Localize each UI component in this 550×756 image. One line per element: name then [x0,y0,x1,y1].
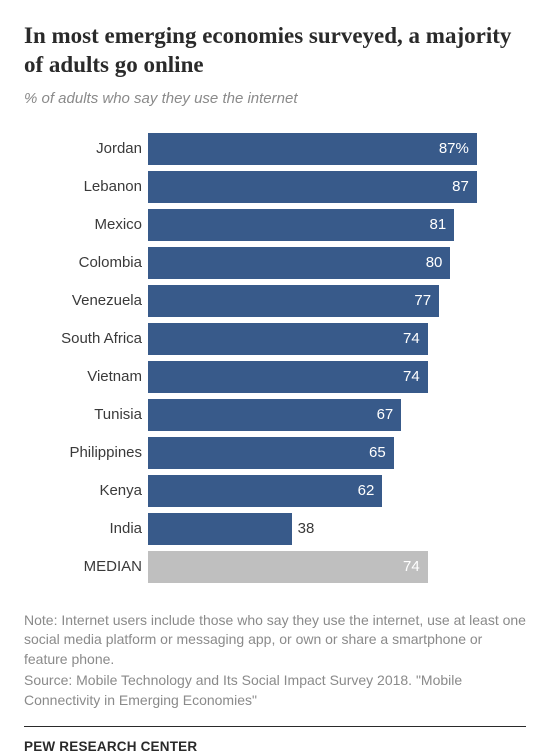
bar-value: 80 [426,254,443,271]
bar-row-median: MEDIAN 74 [24,551,526,583]
footer-divider [24,726,526,727]
bar-fill: 80 [148,247,450,279]
bar-fill: 74 [148,323,428,355]
bar-fill: 67 [148,399,401,431]
bar-track: 77 [148,285,526,317]
bar-value: 87% [439,140,469,157]
bar-row: Lebanon 87 [24,171,526,203]
bar-fill: 87 [148,171,477,203]
bar-label: Venezuela [24,292,148,309]
bar-track: 81 [148,209,526,241]
bar-track: 67 [148,399,526,431]
bar-fill: 65 [148,437,394,469]
bar-label: Kenya [24,482,148,499]
bar-value: 87 [452,178,469,195]
bar-value: 67 [377,406,394,423]
chart-subtitle: % of adults who say they use the interne… [24,90,526,107]
bar-row: Venezuela 77 [24,285,526,317]
bar-chart: Jordan 87% Lebanon 87 Mexico 81 Colombia 80 Vene… [24,133,526,583]
bar-track: 87% [148,133,526,165]
bar-label: Tunisia [24,406,148,423]
bar-fill: 77 [148,285,439,317]
bar-fill: 38 [148,513,292,545]
notes-block: Note: Internet users include those who s… [24,611,526,711]
bar-fill: 74 [148,361,428,393]
bar-label: Jordan [24,140,148,157]
bar-value: 74 [403,330,420,347]
bar-row: Jordan 87% [24,133,526,165]
bar-row: Colombia 80 [24,247,526,279]
bar-track: 65 [148,437,526,469]
bar-fill: 81 [148,209,454,241]
bar-row: India38 [24,513,526,545]
bar-row: Kenya 62 [24,475,526,507]
bar-track: 87 [148,171,526,203]
bar-label: India [24,520,148,537]
bar-value: 62 [358,482,375,499]
bar-row: South Africa 74 [24,323,526,355]
bar-value: 74 [403,558,420,575]
bar-track: 74 [148,323,526,355]
bar-label: Mexico [24,216,148,233]
bar-row: Philippines 65 [24,437,526,469]
bar-label: Lebanon [24,178,148,195]
bar-value: 77 [414,292,431,309]
bar-track: 38 [148,513,526,545]
bar-fill: 74 [148,551,428,583]
bar-track: 74 [148,551,526,583]
bar-row: Mexico 81 [24,209,526,241]
bar-row: Vietnam 74 [24,361,526,393]
note-line: Note: Internet users include those who s… [24,611,526,670]
bar-track: 74 [148,361,526,393]
bar-label: South Africa [24,330,148,347]
bar-fill: 87% [148,133,477,165]
bar-label: MEDIAN [24,558,148,575]
bar-fill: 62 [148,475,382,507]
bar-value: 65 [369,444,386,461]
footer-attribution: PEW RESEARCH CENTER [24,739,526,754]
bar-row: Tunisia 67 [24,399,526,431]
bar-track: 62 [148,475,526,507]
bar-track: 80 [148,247,526,279]
bar-label: Vietnam [24,368,148,385]
bar-value: 38 [292,520,315,537]
chart-title: In most emerging economies surveyed, a m… [24,22,526,80]
bar-value: 81 [429,216,446,233]
bar-value: 74 [403,368,420,385]
bar-label: Colombia [24,254,148,271]
note-line: Source: Mobile Technology and Its Social… [24,671,526,710]
bar-label: Philippines [24,444,148,461]
